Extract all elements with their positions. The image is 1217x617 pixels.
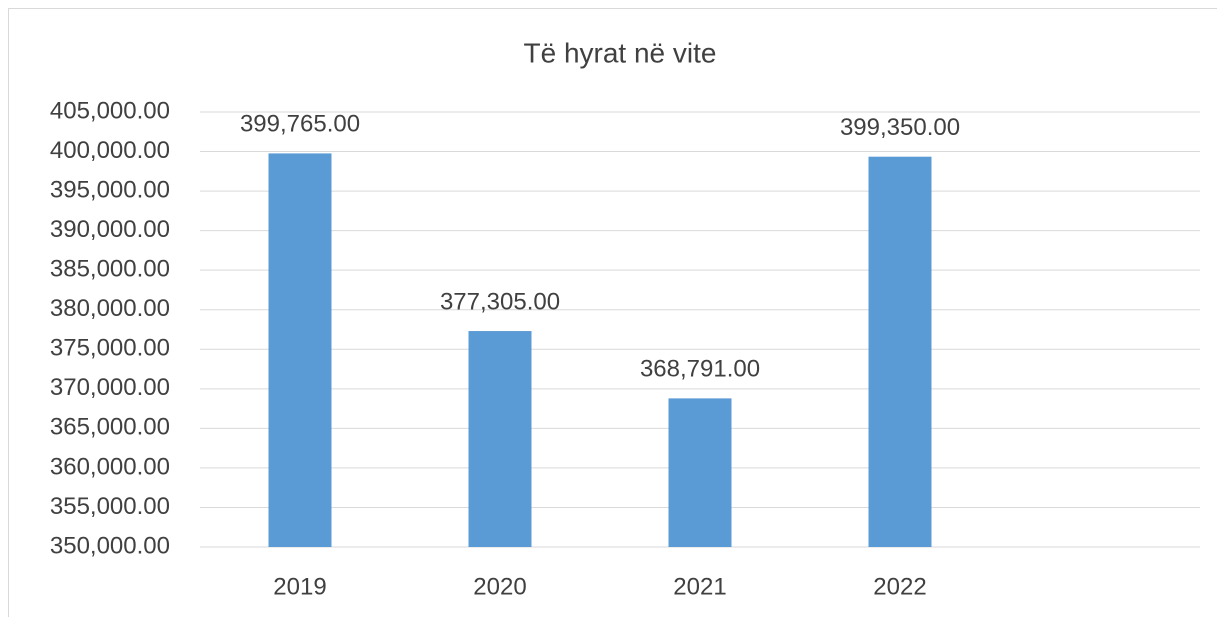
y-tick-label: 375,000.00 bbox=[50, 335, 170, 362]
bar bbox=[868, 156, 932, 547]
y-tick-label: 355,000.00 bbox=[50, 493, 170, 520]
x-tick-label: 2020 bbox=[473, 573, 526, 600]
data-label: 368,791.00 bbox=[640, 356, 760, 383]
y-tick-label: 395,000.00 bbox=[50, 176, 170, 203]
bar bbox=[468, 331, 532, 547]
bar bbox=[268, 153, 332, 547]
y-tick-label: 385,000.00 bbox=[50, 256, 170, 283]
x-tick-label: 2022 bbox=[873, 573, 926, 600]
data-label: 399,350.00 bbox=[840, 114, 960, 141]
bar bbox=[668, 398, 732, 547]
y-tick-label: 405,000.00 bbox=[50, 97, 170, 124]
chart-border bbox=[8, 8, 1217, 617]
y-tick-label: 360,000.00 bbox=[50, 453, 170, 480]
y-tick-label: 350,000.00 bbox=[50, 532, 170, 559]
y-tick-label: 390,000.00 bbox=[50, 216, 170, 243]
y-tick-label: 370,000.00 bbox=[50, 374, 170, 401]
data-label: 399,765.00 bbox=[240, 111, 360, 138]
data-label: 377,305.00 bbox=[440, 288, 560, 315]
y-tick-label: 380,000.00 bbox=[50, 295, 170, 322]
y-tick-label: 365,000.00 bbox=[50, 414, 170, 441]
y-tick-label: 400,000.00 bbox=[50, 137, 170, 164]
x-tick-label: 2019 bbox=[273, 573, 326, 600]
x-tick-label: 2021 bbox=[673, 573, 726, 600]
chart-title: Të hyrat në vite bbox=[524, 37, 717, 68]
